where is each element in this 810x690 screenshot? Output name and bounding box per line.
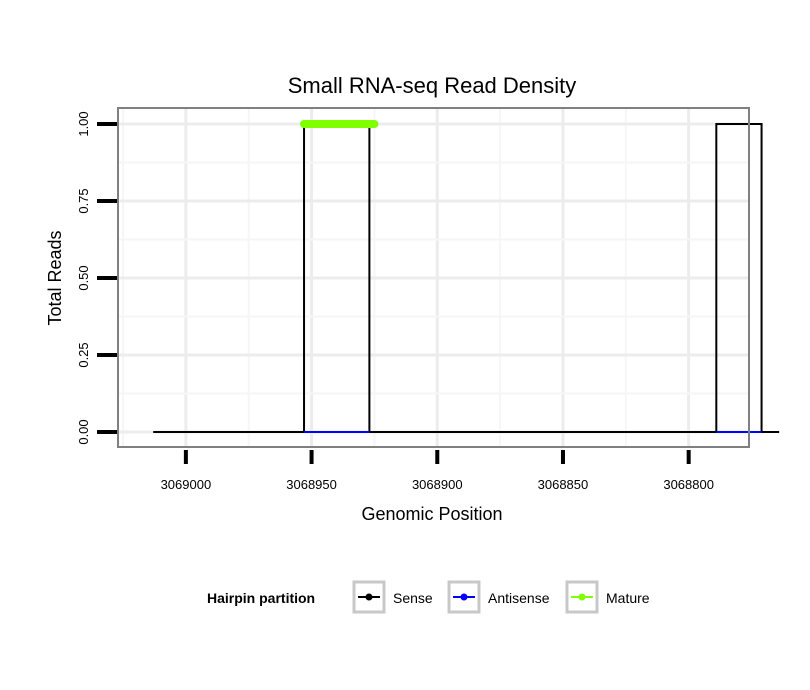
x-tick-label: 3068850: [538, 477, 589, 492]
legend-label-mature: Mature: [606, 590, 650, 606]
y-axis: 0.00 0.25 0.50 0.75 1.00: [76, 111, 117, 445]
x-tick-label: 3068950: [286, 477, 337, 492]
series-sense-line: [153, 123, 780, 433]
legend-item-antisense: Antisense: [447, 580, 550, 614]
legend-label-antisense: Antisense: [488, 590, 550, 606]
x-tick-label: 3068800: [663, 477, 714, 492]
plot-border: [117, 107, 750, 448]
legend-item-sense: Sense: [352, 580, 433, 614]
y-tick-label: 0.50: [76, 265, 91, 290]
y-tick-label: 1.00: [76, 111, 91, 136]
chart-title: Small RNA-seq Read Density: [288, 73, 577, 98]
legend-title: Hairpin partition: [207, 590, 315, 606]
legend-label-sense: Sense: [393, 590, 433, 606]
x-tick-label: 3069000: [161, 477, 212, 492]
x-tick-label: 3068900: [412, 477, 463, 492]
legend-key-dot: [578, 593, 586, 601]
legend-key-dot: [365, 593, 373, 601]
series-layer: [153, 120, 780, 433]
legend-item-mature: Mature: [565, 580, 650, 614]
legend: Hairpin partition Sense Antisense Mature: [207, 580, 650, 614]
y-tick-label: 0.75: [76, 188, 91, 213]
legend-key-dot: [460, 593, 468, 601]
y-tick-label: 0.00: [76, 419, 91, 444]
y-axis-title: Total Reads: [45, 230, 65, 325]
x-axis-title: Genomic Position: [361, 504, 502, 524]
x-axis: 3069000 3068950 3068900 3068850 3068800: [161, 450, 714, 492]
y-tick-label: 0.25: [76, 342, 91, 367]
